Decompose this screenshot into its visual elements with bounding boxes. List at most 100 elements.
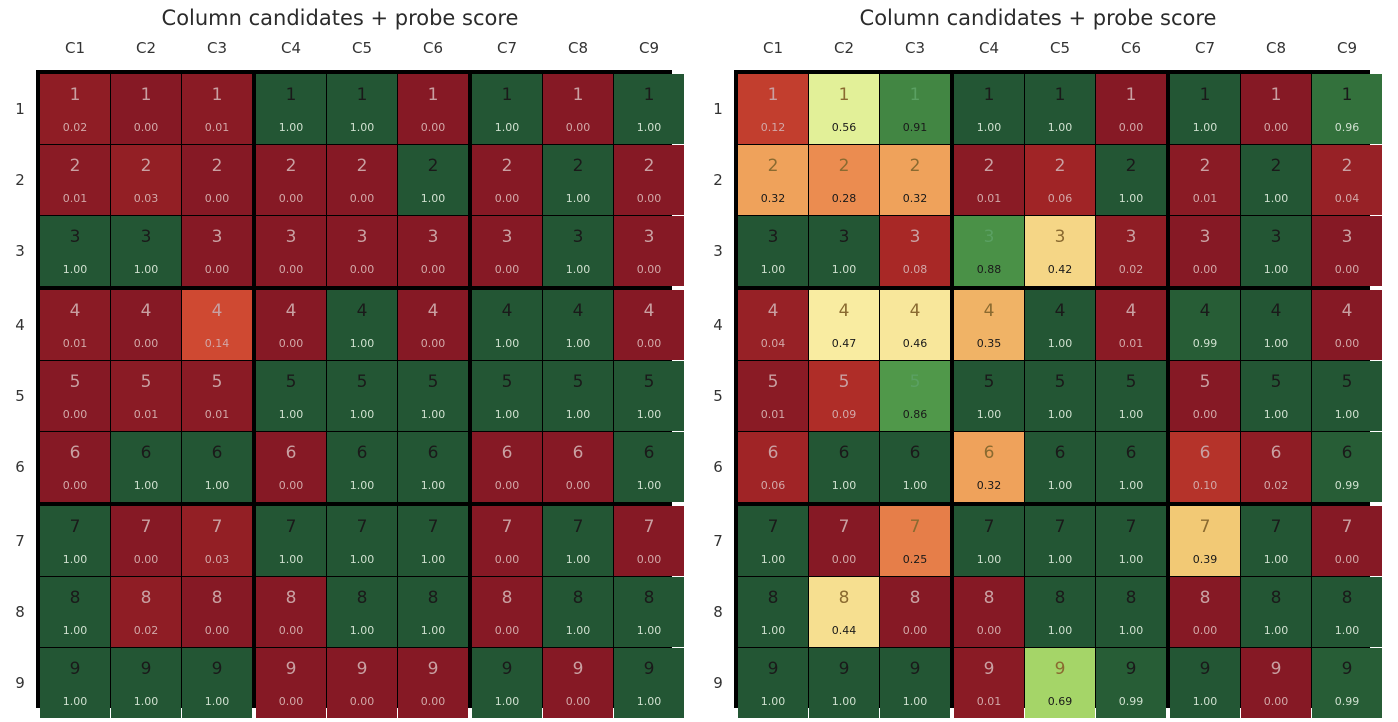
cell-digit: 8 <box>1125 588 1137 608</box>
row-label: 1 <box>713 100 723 118</box>
cell-digit: 3 <box>211 227 223 247</box>
cell-digit: 4 <box>909 301 921 321</box>
heatmap-cell: 2 0.32 <box>880 145 950 215</box>
cell-digit: 8 <box>838 588 850 608</box>
cell-digit: 5 <box>427 372 439 392</box>
heatmap-cell: 6 0.00 <box>256 432 326 502</box>
row-label: 5 <box>713 387 723 405</box>
cell-score: 0.28 <box>831 192 857 205</box>
column-label: C9 <box>638 39 660 57</box>
cell-score: 0.00 <box>133 553 159 566</box>
heatmap-cell: 2 0.01 <box>40 145 110 215</box>
cell-digit: 8 <box>572 588 584 608</box>
heatmap-cell: 5 1.00 <box>954 361 1024 431</box>
heatmap-cell: 2 0.00 <box>472 145 542 215</box>
heatmap-cell: 3 1.00 <box>543 216 613 286</box>
heatmap-cell: 6 1.00 <box>182 432 252 502</box>
cell-score: 0.00 <box>831 553 857 566</box>
right-heatmap-panel: Column candidates + probe score C1 C2 C3 C4… <box>698 0 1382 722</box>
heatmap-cell: 6 0.99 <box>1312 432 1382 502</box>
cell-score: 0.00 <box>636 337 662 350</box>
heatmap-cell: 7 1.00 <box>256 506 326 576</box>
cell-digit: 7 <box>909 517 921 537</box>
cell-digit: 6 <box>983 443 995 463</box>
column-label: C4 <box>978 39 1000 57</box>
cell-digit: 5 <box>1125 372 1137 392</box>
cell-score: 0.00 <box>494 553 520 566</box>
cell-score: 0.00 <box>565 479 591 492</box>
heatmap-cell: 6 1.00 <box>1096 432 1166 502</box>
cell-digit: 1 <box>572 85 584 105</box>
row-label: 9 <box>713 674 723 692</box>
heatmap-cell: 7 1.00 <box>1241 506 1311 576</box>
cell-digit: 4 <box>501 301 513 321</box>
left-heatmap-panel: Column candidates + probe score C1 C2 C3 C4… <box>0 0 684 722</box>
row-label: 4 <box>15 316 25 334</box>
heatmap-cell: 4 1.00 <box>472 290 542 360</box>
cell-score: 0.06 <box>1047 192 1073 205</box>
heatmap-cell: 2 0.00 <box>614 145 684 215</box>
heatmap-cell: 9 1.00 <box>40 648 110 718</box>
heatmap-cell: 1 1.00 <box>327 74 397 144</box>
cell-score: 1.00 <box>1334 624 1360 637</box>
cell-score: 0.32 <box>760 192 786 205</box>
heatmap-cell: 8 1.00 <box>398 577 468 647</box>
heatmap-cell: 3 0.00 <box>472 216 542 286</box>
cell-score: 0.06 <box>760 479 786 492</box>
cell-score: 0.44 <box>831 624 857 637</box>
cell-digit: 3 <box>285 227 297 247</box>
cell-score: 0.04 <box>760 337 786 350</box>
cell-score: 0.69 <box>1047 695 1073 708</box>
cell-score: 0.00 <box>133 337 159 350</box>
cell-digit: 1 <box>1341 85 1353 105</box>
heatmap-cell: 6 1.00 <box>1025 432 1095 502</box>
heatmap-cell: 4 0.00 <box>1312 290 1382 360</box>
heatmap-cell: 3 1.00 <box>40 216 110 286</box>
cell-score: 0.00 <box>1334 337 1360 350</box>
cell-score: 1.00 <box>1047 553 1073 566</box>
cell-score: 1.00 <box>133 263 159 276</box>
cell-score: 1.00 <box>133 695 159 708</box>
heatmap-cell: 8 1.00 <box>543 577 613 647</box>
heatmap-cell: 5 1.00 <box>1312 361 1382 431</box>
heatmap-cell: 5 0.01 <box>111 361 181 431</box>
cell-digit: 5 <box>356 372 368 392</box>
cell-score: 0.00 <box>976 624 1002 637</box>
cell-digit: 6 <box>909 443 921 463</box>
cell-score: 0.99 <box>1334 479 1360 492</box>
cell-digit: 9 <box>1199 659 1211 679</box>
cell-score: 1.00 <box>494 337 520 350</box>
heatmap-cell: 1 0.02 <box>40 74 110 144</box>
cell-score: 0.00 <box>62 408 88 421</box>
cell-score: 0.46 <box>902 337 928 350</box>
cell-score: 0.01 <box>1118 337 1144 350</box>
row-label: 4 <box>713 316 723 334</box>
cell-digit: 6 <box>356 443 368 463</box>
heatmap-cell: 4 1.00 <box>1025 290 1095 360</box>
heatmap-grid: 1 0.12 1 0.56 1 0.91 1 1.00 1 1.00 1 0.00 1 1.00 1 0.00… <box>734 70 1382 718</box>
cell-digit: 5 <box>909 372 921 392</box>
cell-score: 1.00 <box>1263 624 1289 637</box>
heatmap-cell: 5 1.00 <box>472 361 542 431</box>
cell-score: 0.01 <box>204 408 230 421</box>
cell-digit: 8 <box>983 588 995 608</box>
cell-score: 1.00 <box>62 263 88 276</box>
cell-score: 0.00 <box>133 121 159 134</box>
cell-score: 1.00 <box>349 479 375 492</box>
cell-digit: 9 <box>572 659 584 679</box>
cell-digit: 2 <box>572 156 584 176</box>
cell-digit: 6 <box>501 443 513 463</box>
cell-score: 1.00 <box>278 408 304 421</box>
cell-digit: 9 <box>1125 659 1137 679</box>
cell-digit: 5 <box>643 372 655 392</box>
heatmap-cell: 8 1.00 <box>40 577 110 647</box>
row-label: 7 <box>713 532 723 550</box>
cell-score: 0.00 <box>278 192 304 205</box>
cell-digit: 2 <box>501 156 513 176</box>
cell-score: 0.01 <box>62 192 88 205</box>
heatmap-cell: 8 0.00 <box>954 577 1024 647</box>
cell-digit: 3 <box>1270 227 1282 247</box>
cell-digit: 3 <box>767 227 779 247</box>
cell-digit: 4 <box>643 301 655 321</box>
cell-score: 0.02 <box>1118 263 1144 276</box>
